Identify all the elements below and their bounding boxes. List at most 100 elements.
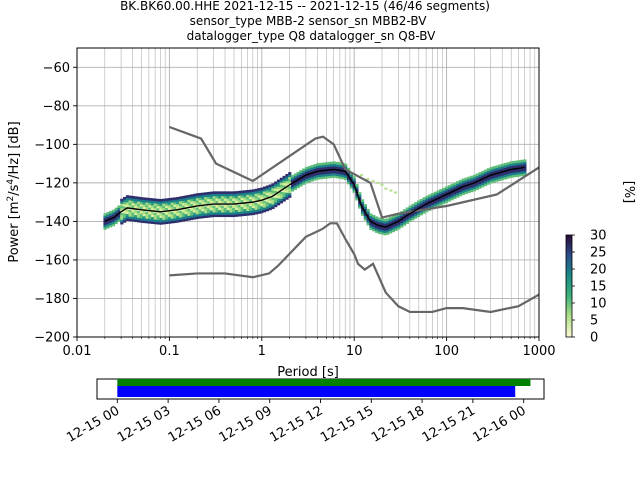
heatmap-cell — [330, 163, 334, 167]
heatmap-cell — [209, 210, 213, 213]
heatmap-cell — [486, 170, 491, 174]
heatmap-cell — [380, 222, 384, 226]
heatmap-cell — [204, 210, 208, 214]
heatmap-cell — [439, 198, 443, 201]
heatmap-cell — [285, 183, 289, 186]
heatmap-cell — [123, 213, 127, 216]
heatmap-cell — [484, 174, 488, 177]
heatmap-cell — [109, 220, 113, 223]
heatmap-cell — [257, 211, 261, 214]
heatmap-cell — [237, 206, 241, 210]
colorbar-tick-label: 15 — [590, 280, 607, 295]
heatmap-cell — [383, 218, 387, 222]
heatmap-cell — [296, 181, 300, 184]
heatmap-cell — [498, 164, 502, 168]
heatmap-cell — [405, 216, 409, 220]
heatmap-cell — [248, 198, 253, 202]
heatmap-cell — [223, 207, 227, 211]
heatmap-cell — [512, 170, 516, 173]
heatmap-cell — [467, 178, 471, 182]
heatmap-cell — [201, 211, 205, 214]
heatmap-cell — [436, 192, 440, 196]
heatmap-cell — [470, 189, 474, 193]
heatmap-cell — [237, 190, 241, 194]
heatmap-cell — [184, 204, 188, 208]
heatmap-cell — [215, 193, 219, 197]
heatmap-cell — [184, 195, 188, 198]
heatmap-cell — [416, 214, 421, 218]
heatmap-cell — [145, 197, 149, 201]
heatmap-cell — [271, 190, 275, 193]
heatmap-cell — [386, 222, 390, 226]
heatmap-cell — [276, 193, 281, 197]
colorbar: 0 5 10 15 20 25 30 [%] — [565, 181, 636, 346]
heatmap-cell — [517, 162, 521, 166]
timeline-tick-label: 12-15 09 — [217, 403, 275, 445]
heatmap-cell — [156, 198, 160, 202]
heatmap-cell — [377, 217, 381, 221]
heatmap-cell — [447, 199, 451, 202]
heatmap-cell — [447, 185, 451, 188]
heatmap-cell — [206, 210, 211, 214]
heatmap-cell — [279, 184, 283, 188]
heatmap-cell — [411, 203, 415, 207]
heatmap-cell — [453, 184, 457, 188]
heatmap-cell — [195, 211, 199, 215]
heatmap-cell — [218, 193, 222, 197]
heatmap-cell — [338, 171, 342, 175]
heatmap-cell — [321, 164, 325, 168]
heatmap-cell — [243, 213, 247, 216]
heatmap-cell — [444, 191, 449, 194]
heatmap-cell — [380, 218, 384, 221]
heatmap-cell — [234, 207, 239, 210]
heatmap-cell — [372, 224, 376, 227]
heatmap-cell — [190, 210, 194, 214]
heatmap-cell — [456, 190, 460, 194]
heatmap-cell — [276, 200, 281, 204]
heatmap-cell — [240, 197, 244, 201]
heatmap-cell — [478, 172, 482, 175]
heatmap-cell — [187, 208, 191, 212]
heatmap-cell — [195, 207, 199, 210]
heatmap-cell — [137, 219, 141, 223]
heatmap-cell — [380, 232, 384, 235]
heatmap-cell — [369, 227, 373, 230]
y-tick-label: −100 — [34, 138, 70, 153]
heatmap-cell — [461, 187, 465, 191]
psd-plot: 0.01 0.1 1 10 100 1000 −200 −180 −160 −140 −120 −1… — [6, 47, 556, 380]
y-tick-label: −80 — [43, 99, 70, 114]
heatmap-cell — [237, 209, 241, 212]
heatmap-cell — [109, 224, 113, 228]
heatmap-cell — [478, 174, 482, 178]
heatmap-cell — [313, 168, 317, 172]
heatmap-cell — [349, 176, 353, 180]
heatmap-cell — [282, 192, 286, 195]
heatmap-cell — [486, 179, 491, 183]
heatmap-cell — [363, 213, 367, 216]
heatmap-cell — [198, 216, 202, 219]
heatmap-cell — [332, 163, 337, 167]
heatmap-cell — [461, 180, 465, 184]
heatmap-cell — [349, 174, 353, 178]
heatmap-cell — [458, 182, 463, 185]
heatmap-cell — [248, 208, 253, 211]
heatmap-cell — [125, 202, 130, 205]
heatmap-cell — [232, 212, 236, 215]
heatmap-cell — [181, 219, 185, 222]
heatmap-cell — [257, 192, 261, 196]
heatmap-cell — [408, 207, 412, 211]
heatmap-cell — [498, 178, 502, 182]
heatmap-cell — [109, 222, 113, 226]
heatmap-cell — [458, 184, 463, 188]
heatmap-cell — [178, 201, 183, 204]
heatmap-cell — [128, 197, 132, 201]
heatmap-cell — [366, 220, 370, 224]
heatmap-cell — [411, 208, 415, 212]
heatmap-cell — [215, 195, 219, 199]
heatmap-cell — [288, 185, 292, 189]
heatmap-cell — [212, 195, 216, 199]
heatmap-cell — [246, 194, 250, 198]
heatmap-cell — [246, 208, 250, 212]
heatmap-cell — [123, 220, 127, 223]
heatmap-cell — [184, 200, 188, 203]
